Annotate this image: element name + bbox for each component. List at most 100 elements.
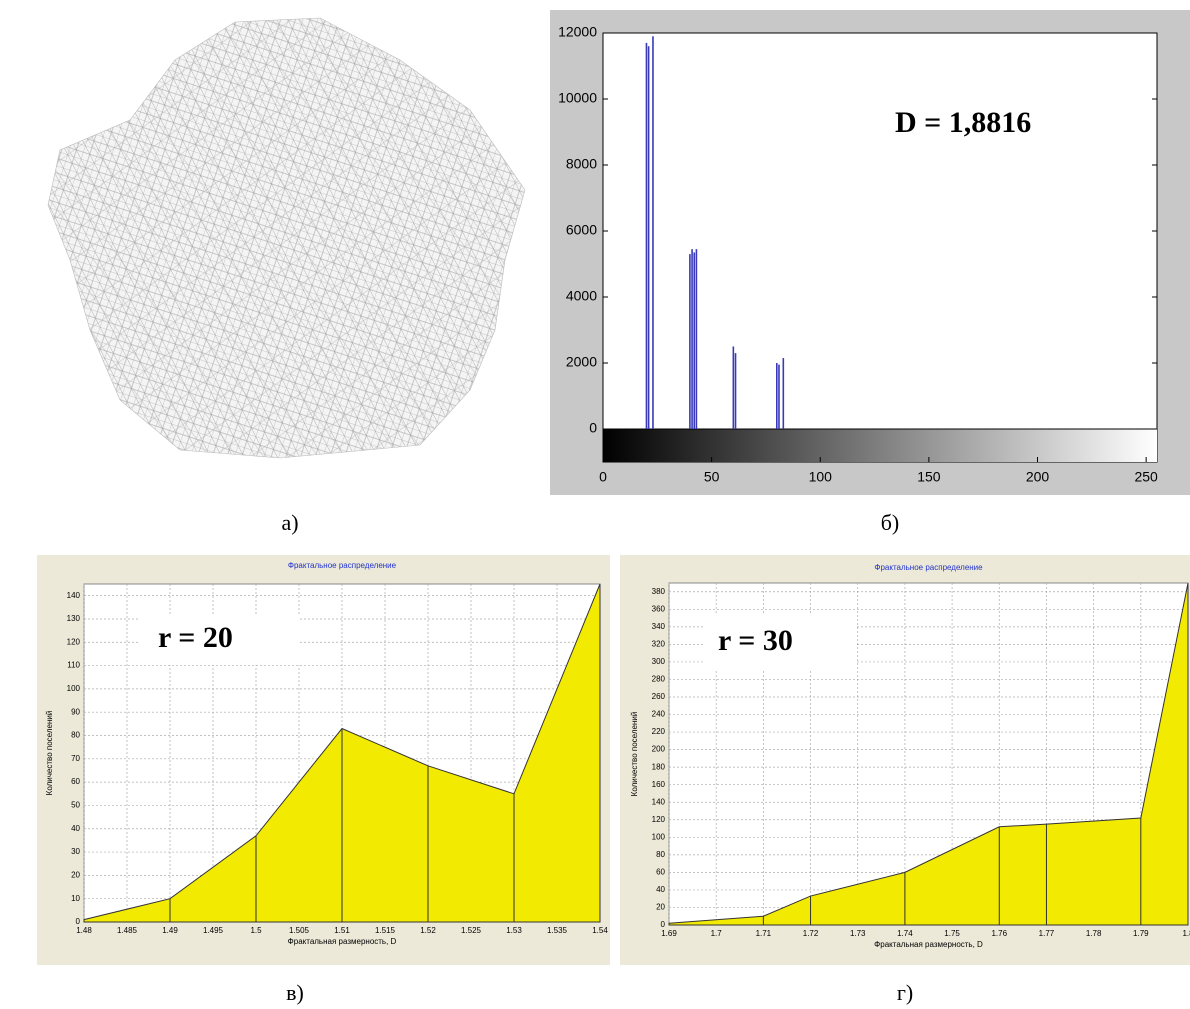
caption: в) (286, 980, 304, 1005)
x-tick-label: 1.535 (547, 926, 568, 935)
x-axis-label: Фрактальная размерность, D (874, 940, 983, 949)
y-tick-label: 130 (67, 614, 81, 623)
y-tick-label: 0 (661, 920, 666, 929)
annotation: r = 30 (718, 624, 793, 657)
y-tick-label: 10 (71, 894, 80, 903)
x-tick-label: 1.495 (203, 926, 224, 935)
tiling-image (48, 18, 525, 458)
y-tick-label: 20 (71, 870, 80, 879)
x-tick-label: 1.48 (76, 926, 92, 935)
y-tick-label: 100 (67, 684, 81, 693)
y-tick-label: 0 (589, 420, 597, 436)
y-tick-label: 0 (76, 917, 81, 926)
y-tick-label: 40 (71, 824, 80, 833)
y-tick-label: 120 (67, 637, 81, 646)
bar (733, 347, 735, 430)
y-tick-label: 220 (652, 727, 666, 736)
y-tick-label: 40 (656, 885, 665, 894)
y-axis-label: Количество поселений (45, 711, 54, 796)
y-tick-label: 160 (652, 780, 666, 789)
x-tick-label: 1.78 (1086, 929, 1102, 938)
y-tick-label: 50 (71, 801, 80, 810)
y-tick-label: 300 (652, 657, 666, 666)
y-tick-label: 240 (652, 710, 666, 719)
y-tick-label: 6000 (566, 222, 597, 238)
x-tick-label: 1.72 (803, 929, 819, 938)
y-tick-label: 280 (652, 675, 666, 684)
caption: г) (897, 980, 913, 1005)
x-tick-label: 1.77 (1039, 929, 1055, 938)
x-tick-label: 150 (917, 469, 941, 485)
bar (693, 252, 695, 429)
x-tick-label: 1.505 (289, 926, 310, 935)
y-tick-label: 90 (71, 707, 80, 716)
y-tick-label: 70 (71, 754, 80, 763)
x-tick-label: 1.76 (991, 929, 1007, 938)
y-tick-label: 100 (652, 832, 666, 841)
y-tick-label: 80 (656, 850, 665, 859)
y-tick-label: 4000 (566, 288, 597, 304)
x-tick-label: 1.5 (250, 926, 262, 935)
y-tick-label: 260 (652, 692, 666, 701)
y-tick-label: 120 (652, 815, 666, 824)
x-tick-label: 1.525 (461, 926, 482, 935)
y-tick-label: 200 (652, 745, 666, 754)
x-tick-label: 1.51 (334, 926, 350, 935)
x-tick-label: 0 (599, 469, 607, 485)
y-tick-label: 2000 (566, 354, 597, 370)
plot-area (603, 33, 1157, 462)
bar (652, 36, 654, 429)
page: {"captions": ["а)", "б)", "в)", "г)"], "… (0, 0, 1190, 1009)
x-tick-label: 1.75 (944, 929, 960, 938)
caption: б) (881, 510, 900, 535)
x-tick-label: 1.485 (117, 926, 138, 935)
y-tick-label: 60 (71, 777, 80, 786)
y-tick-label: 140 (652, 797, 666, 806)
bar (689, 254, 691, 429)
x-tick-label: 1.79 (1133, 929, 1149, 938)
y-tick-label: 360 (652, 604, 666, 613)
x-tick-label: 200 (1026, 469, 1050, 485)
y-tick-label: 340 (652, 622, 666, 631)
bar (646, 43, 648, 429)
y-axis-label: Количество поселений (630, 712, 639, 797)
bar (696, 249, 698, 429)
x-tick-label: 1.515 (375, 926, 396, 935)
x-tick-label: 1.49 (162, 926, 178, 935)
y-tick-label: 110 (67, 661, 80, 670)
y-tick-label: 380 (652, 587, 666, 596)
bar (735, 353, 737, 429)
x-tick-label: 1.69 (661, 929, 677, 938)
chart-title: Фрактальное распределение (288, 561, 397, 570)
bar (783, 358, 785, 429)
y-tick-label: 80 (71, 731, 80, 740)
x-tick-label: 250 (1134, 469, 1158, 485)
bar (778, 365, 780, 429)
x-tick-label: 50 (704, 469, 720, 485)
y-tick-label: 320 (652, 639, 666, 648)
bar (648, 46, 650, 429)
y-tick-label: 10000 (558, 90, 597, 106)
x-tick-label: 100 (809, 469, 833, 485)
y-tick-label: 12000 (558, 24, 597, 40)
figure: а) б) в) г) 0200040006000800010000120000… (0, 0, 1190, 1009)
x-tick-label: 1.7 (711, 929, 723, 938)
x-tick-label: 1.73 (850, 929, 866, 938)
x-tick-label: 1.53 (506, 926, 522, 935)
y-tick-label: 20 (656, 903, 665, 912)
annotation: D = 1,8816 (895, 106, 1031, 139)
annotation: r = 20 (158, 621, 233, 654)
y-tick-label: 8000 (566, 156, 597, 172)
x-tick-label: 1.52 (420, 926, 436, 935)
x-tick-label: 1.74 (897, 929, 913, 938)
caption: а) (281, 510, 298, 535)
bar (776, 363, 778, 429)
y-tick-label: 180 (652, 762, 666, 771)
chart-title: Фрактальное распределение (874, 563, 983, 572)
y-tick-label: 30 (71, 847, 80, 856)
x-tick-label: 1.54 (592, 926, 608, 935)
x-tick-label: 1.71 (756, 929, 772, 938)
bar (691, 249, 693, 429)
gray-scale-bar (603, 429, 1157, 462)
y-tick-label: 60 (656, 867, 665, 876)
